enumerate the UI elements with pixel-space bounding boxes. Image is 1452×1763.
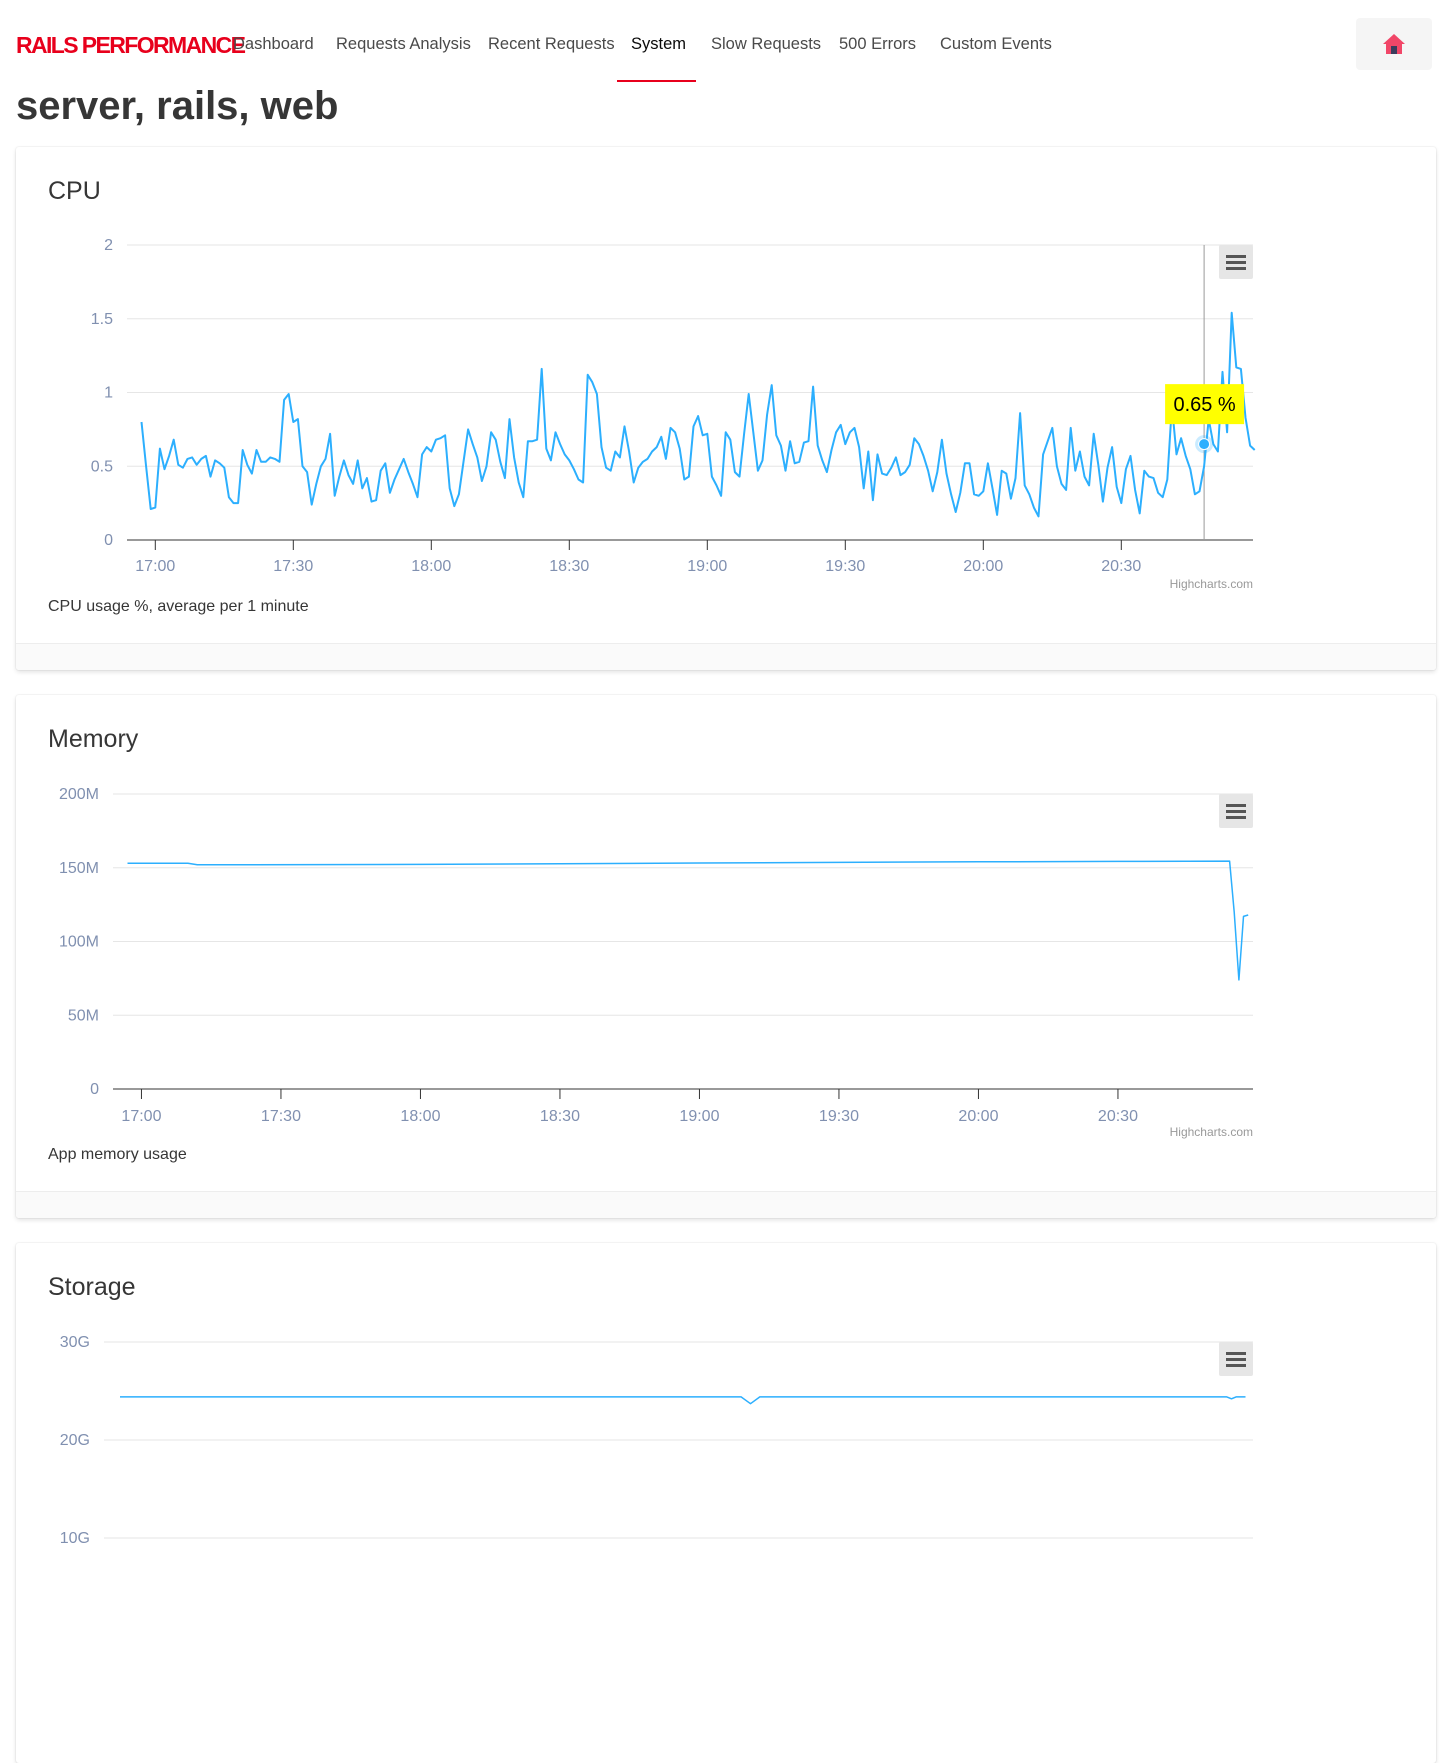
highcharts-credit: Highcharts.com	[1170, 577, 1253, 591]
x-tick-label: 17:00	[135, 558, 175, 575]
y-tick-label: 30G	[60, 1334, 90, 1351]
hamburger-menu-icon	[1226, 1352, 1246, 1355]
x-tick-label: 19:00	[687, 558, 727, 575]
storage-card: Storage 10G 20G 30G	[16, 1243, 1436, 1763]
memory-plot: 0 50M 100M 150M 200M 17:00 17:30 18:00 18:30 19:0…	[59, 786, 1253, 1139]
x-tick-label: 17:30	[261, 1108, 301, 1125]
nav-custom-events[interactable]: Custom Events	[940, 35, 1052, 53]
storage-chart[interactable]: 10G 20G 30G	[16, 1243, 1436, 1743]
memory-card: Memory 0 50M 100M 150M 200M 17:00 17:30 18:00 18…	[16, 695, 1436, 1218]
x-tick-label: 19:00	[679, 1108, 719, 1125]
hamburger-menu-icon	[1226, 816, 1246, 819]
x-tick-label: 19:30	[819, 1108, 859, 1125]
tooltip-text: 0.65 %	[1173, 394, 1235, 416]
storage-series-line	[120, 1396, 1246, 1405]
nav-recent-requests[interactable]: Recent Requests	[488, 35, 615, 53]
cpu-chart[interactable]: 0 0.5 1 1.5 2 17:00 17:30 18:00 18:30 19:00 19:30 2…	[16, 147, 1436, 647]
hover-point	[1198, 438, 1211, 451]
y-tick-label: 1.5	[91, 311, 113, 328]
active-tab-indicator	[617, 80, 696, 82]
nav-slow-requests[interactable]: Slow Requests	[711, 35, 822, 53]
cpu-card-footer	[16, 643, 1436, 670]
x-tick-label: 17:00	[121, 1108, 161, 1125]
nav-500-errors[interactable]: 500 Errors	[839, 35, 917, 53]
y-tick-label: 1	[104, 385, 113, 402]
hamburger-menu-icon	[1226, 804, 1246, 807]
storage-card-title: Storage	[48, 1273, 136, 1301]
y-tick-label: 150M	[59, 860, 99, 877]
x-tick-label: 18:00	[411, 558, 451, 575]
y-tick-label: 0	[104, 532, 113, 549]
x-tick-label: 20:00	[963, 558, 1003, 575]
nav-requests-analysis[interactable]: Requests Analysis	[336, 35, 471, 53]
brand-logo[interactable]: RAILS PERFORMANCE	[16, 32, 246, 58]
chart-menu-button[interactable]	[1219, 794, 1253, 828]
x-tick-label: 18:00	[400, 1108, 440, 1125]
chart-menu-button[interactable]	[1219, 245, 1253, 279]
hamburger-menu-icon	[1226, 255, 1246, 258]
cpu-card-title: CPU	[48, 177, 101, 205]
cpu-card: CPU 0 0.5 1 1.5 2 17:00 17:30 18:00 18:30 19:00 19…	[16, 147, 1436, 670]
cpu-plot: 0 0.5 1 1.5 2 17:00 17:30 18:00 18:30 19:00 19:30 2…	[91, 237, 1256, 591]
memory-caption: App memory usage	[48, 1146, 187, 1163]
cpu-caption: CPU usage %, average per 1 minute	[48, 598, 309, 615]
x-tick-label: 20:30	[1101, 558, 1141, 575]
memory-chart[interactable]: 0 50M 100M 150M 200M 17:00 17:30 18:00 18:30 19:0…	[16, 695, 1436, 1195]
y-tick-label: 0	[90, 1081, 99, 1098]
y-tick-label: 100M	[59, 934, 99, 951]
home-button[interactable]	[1356, 18, 1432, 70]
hamburger-menu-icon	[1226, 261, 1246, 264]
y-tick-label: 200M	[59, 786, 99, 803]
x-tick-label: 18:30	[540, 1108, 580, 1125]
hamburger-menu-icon	[1226, 267, 1246, 270]
x-tick-label: 17:30	[273, 558, 313, 575]
y-tick-label: 20G	[60, 1432, 90, 1449]
y-tick-label: 50M	[68, 1007, 99, 1024]
tooltip-box	[1165, 384, 1245, 425]
hamburger-menu-icon	[1226, 810, 1246, 813]
nav-system[interactable]: System	[631, 35, 687, 53]
hamburger-menu-icon	[1226, 1364, 1246, 1367]
x-tick-label: 20:30	[1098, 1108, 1138, 1125]
highcharts-credit: Highcharts.com	[1170, 1125, 1253, 1139]
x-tick-label: 18:30	[549, 558, 589, 575]
page-title: server, rails, web	[16, 84, 339, 128]
memory-card-footer	[16, 1191, 1436, 1218]
nav-dashboard[interactable]: Dashboard	[233, 35, 314, 53]
storage-plot: 10G 20G 30G	[60, 1334, 1253, 1547]
x-tick-label: 20:00	[958, 1108, 998, 1125]
y-tick-label: 2	[104, 237, 113, 254]
y-tick-label: 10G	[60, 1530, 90, 1547]
cpu-series-line	[140, 311, 1256, 518]
hamburger-menu-icon	[1226, 1358, 1246, 1361]
x-tick-label: 19:30	[825, 558, 865, 575]
y-tick-label: 0.5	[91, 458, 113, 475]
home-icon	[1383, 34, 1405, 54]
memory-card-title: Memory	[48, 725, 139, 753]
top-navbar: RAILS PERFORMANCE Dashboard Requests Ana…	[0, 0, 1452, 90]
chart-menu-button[interactable]	[1219, 1342, 1253, 1376]
memory-series-line	[127, 860, 1249, 981]
